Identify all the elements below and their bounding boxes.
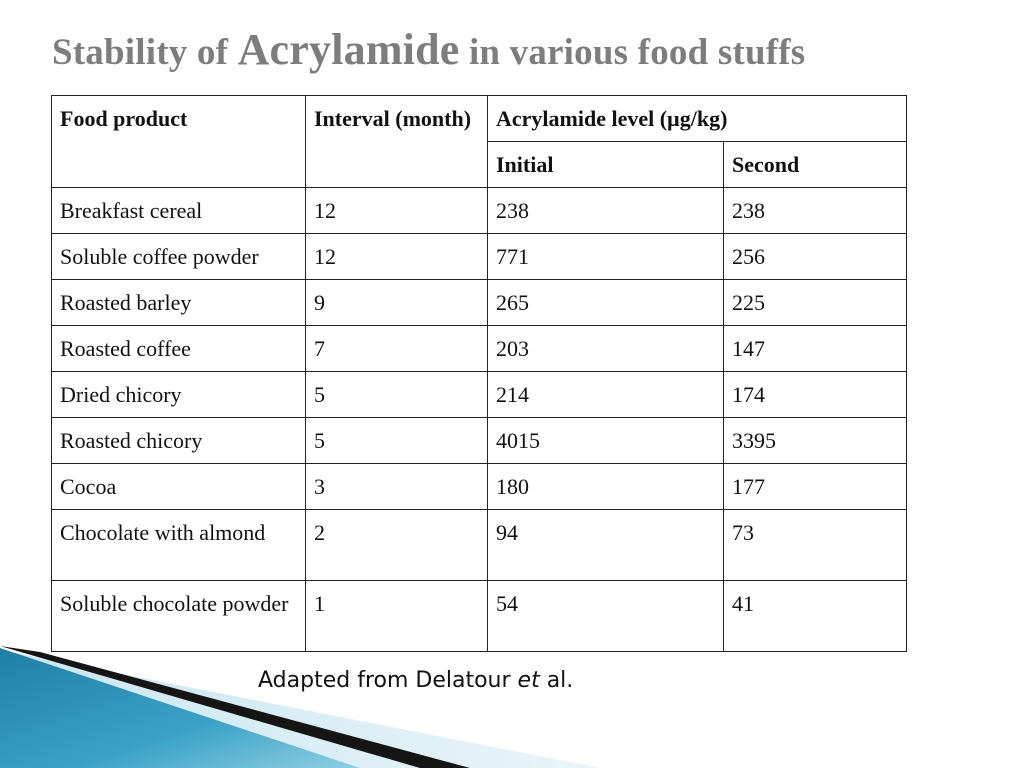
caption-prefix: Adapted from Delatour [258,668,518,693]
cell-interval: 1 [305,580,488,652]
cell-initial: 771 [487,233,724,280]
cell-product: Soluble chocolate powder [51,580,306,652]
cell-initial: 94 [487,509,724,581]
title-part-2: Acrylamide [237,25,460,74]
cell-interval: 5 [305,371,488,418]
caption-suffix: al. [539,668,574,693]
header-second: Second [723,141,907,188]
table-row: Dried chicory 5 214 174 [51,371,907,418]
cell-initial: 4015 [487,417,724,464]
table-row: Roasted chicory 5 4015 3395 [51,417,907,464]
table-row: Soluble chocolate powder 1 54 41 [51,580,907,652]
cell-product: Soluble coffee powder [51,233,306,280]
cell-product: Dried chicory [51,371,306,418]
source-caption: Adapted from Delatour et al. [258,668,573,693]
cell-interval: 5 [305,417,488,464]
cell-second: 225 [723,279,907,326]
cell-product: Breakfast cereal [51,187,306,234]
caption-italic: et [517,668,540,693]
header-initial: Initial [487,141,724,188]
cell-initial: 203 [487,325,724,372]
cell-second: 41 [723,580,907,652]
cell-product: Chocolate with almond [51,509,306,581]
cell-product: Cocoa [51,463,306,510]
header-food-product: Food product [51,95,306,188]
cell-product: Roasted chicory [51,417,306,464]
cell-second: 238 [723,187,907,234]
header-interval: Interval (month) [305,95,488,188]
cell-second: 3395 [723,417,907,464]
cell-interval: 3 [305,463,488,510]
table-row: Chocolate with almond 2 94 73 [51,509,907,581]
cell-initial: 54 [487,580,724,652]
table-row: Soluble coffee powder 12 771 256 [51,233,907,280]
cell-second: 73 [723,509,907,581]
cell-initial: 265 [487,279,724,326]
cell-interval: 2 [305,509,488,581]
cell-interval: 12 [305,233,488,280]
cell-initial: 180 [487,463,724,510]
cell-second: 147 [723,325,907,372]
page-title: Stability of Acrylamide in various food … [52,24,992,79]
cell-product: Roasted barley [51,279,306,326]
cell-second: 174 [723,371,907,418]
cell-initial: 214 [487,371,724,418]
table-subheader-row: Initial Second [52,141,907,188]
table-row: Cocoa 3 180 177 [51,463,907,510]
cell-interval: 7 [305,325,488,372]
cell-interval: 12 [305,187,488,234]
table-row: Roasted barley 9 265 225 [51,279,907,326]
cell-second: 256 [723,233,907,280]
title-part-3: in various food stuffs [459,32,806,73]
cell-product: Roasted coffee [51,325,306,372]
cell-initial: 238 [487,187,724,234]
acrylamide-table: Food product Interval (month) Acrylamide… [51,95,907,652]
cell-interval: 9 [305,279,488,326]
cell-second: 177 [723,463,907,510]
title-part-1: Stability of [52,32,238,73]
table-row: Breakfast cereal 12 238 238 [51,187,907,234]
table-row: Roasted coffee 7 203 147 [51,325,907,372]
table-header-row: Food product Interval (month) Acrylamide… [51,95,907,188]
header-acrylamide-level: Acrylamide level (µg/kg) [487,95,907,142]
